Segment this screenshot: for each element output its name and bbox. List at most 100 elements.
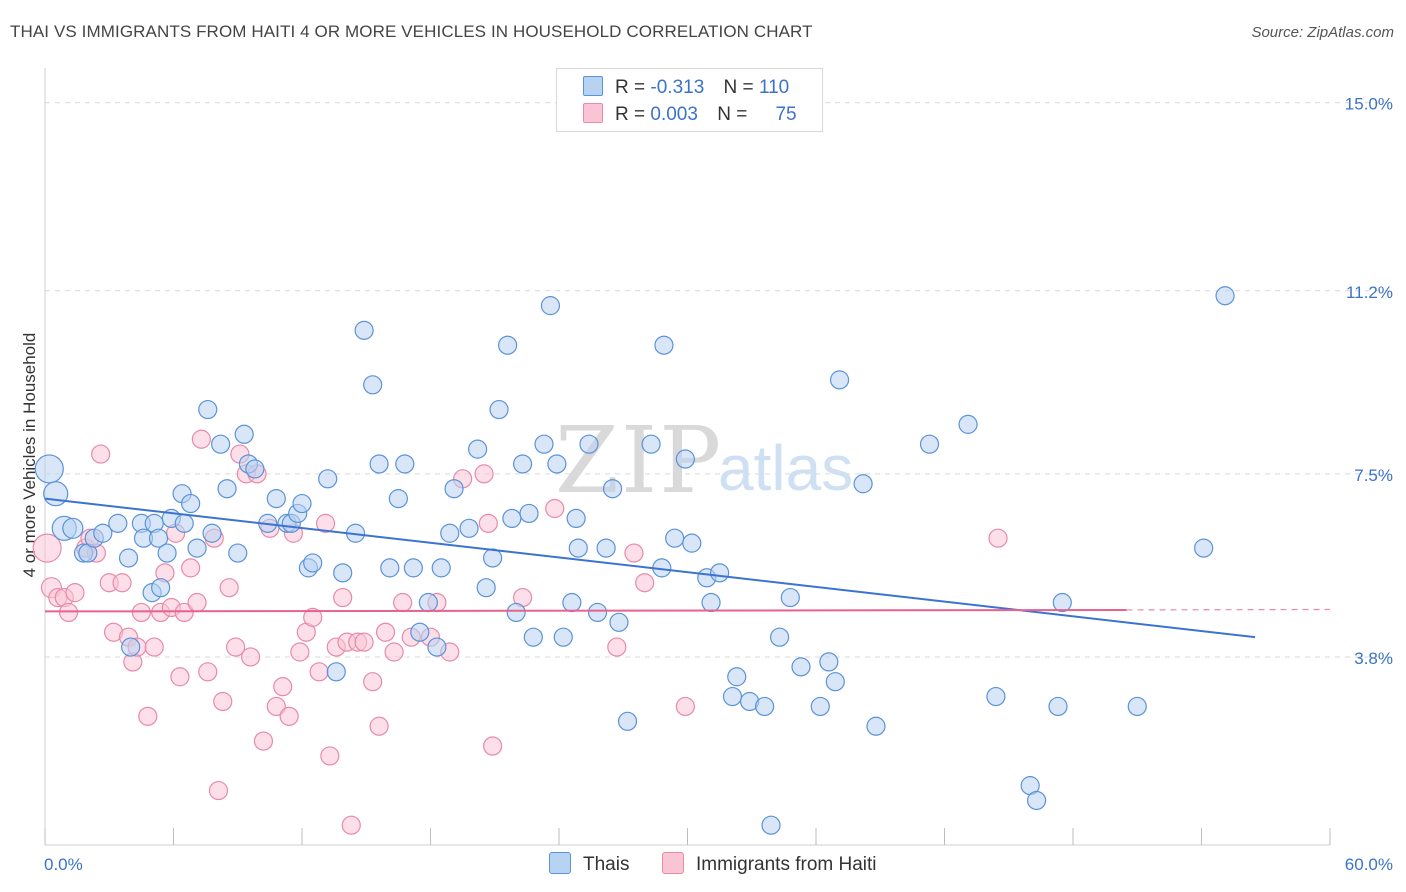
thais-point [43,481,69,507]
thais-point [596,538,616,558]
haiti-point [32,533,62,563]
haiti-point [279,706,299,726]
thais-point [519,503,539,524]
thais-point [395,454,415,474]
thais-point [459,518,479,538]
thais-legend-swatch [549,852,571,874]
thais-point [318,469,338,489]
haiti-point [474,464,494,484]
legend-item-thais[interactable]: Thais [549,852,629,876]
haiti-point [138,706,158,726]
thais-point [148,528,169,548]
thais-point [444,479,464,499]
thais-point [665,528,685,548]
source-label: Source: ZipAtlas.com [1251,24,1394,41]
thais-point [211,434,231,454]
watermark-zip: ZIP [555,407,723,514]
thais-point [292,493,312,514]
haiti-point [198,662,218,682]
haiti-point [675,696,695,717]
haiti-point [253,731,274,751]
thais-point [354,320,374,340]
thais-points [34,286,1235,835]
haiti-point [988,528,1008,548]
legend-label-thais: Thais [583,854,630,875]
haiti-point [187,592,207,613]
thais-point [410,622,430,642]
thais-point [489,399,509,420]
haiti-point [65,583,85,603]
thais-point [958,414,978,434]
thais-point [1048,696,1068,717]
thais-point [609,612,629,632]
haiti-point [208,780,229,801]
thais-point [866,716,886,736]
legend-n-label: N = [717,104,748,125]
thais-point [476,578,496,598]
legend-r-value-thais: -0.313 [650,77,705,98]
thais-point [617,711,638,731]
thais-point [761,815,781,835]
legend-n-value-thais: 110 [758,77,790,98]
haiti-point [112,573,132,593]
thais-point [547,454,567,474]
thais-point [553,627,573,647]
thais-point [266,489,286,509]
thais-point [701,592,721,613]
thais-point [234,424,254,444]
haiti-point [290,642,310,662]
thais-point [118,548,139,568]
legend-r-label: R = [615,77,646,98]
thais-point [791,657,811,677]
thais-point [62,517,84,539]
haiti-point [226,637,246,657]
thais-point [380,558,400,578]
thais-point [1052,592,1072,613]
thais-point [829,370,850,390]
legend-item-haiti[interactable]: Immigrants from Haiti [662,852,877,876]
thais-point [198,399,218,420]
thais-swatch [583,76,603,96]
thais-point [780,587,800,608]
haiti-point [144,637,164,657]
haiti-point [315,513,336,533]
thais-point [333,563,353,583]
thais-point [534,434,554,454]
thais-point [93,523,113,543]
y-tick-label: 7.5% [1354,466,1393,485]
thais-point [369,454,389,474]
haiti-point [624,543,644,563]
thais-point [919,434,940,454]
haiti-point [58,602,79,623]
haiti-point [273,677,293,697]
thais-point [151,578,171,598]
thais-point [602,479,623,499]
legend-n-label: N = [723,77,754,98]
thais-point [326,662,346,682]
thais-point [579,434,599,454]
haiti-point [341,815,361,835]
haiti-point [333,587,353,608]
haiti-point [241,647,261,667]
thais-point [502,508,522,529]
thais-point [727,667,747,687]
thais-point [722,686,743,707]
thais-point [562,592,582,613]
thais-point [187,538,207,558]
haiti-point [545,498,565,519]
thais-point [440,523,460,543]
haiti-point [91,444,111,464]
thais-point [754,696,775,717]
thais-point [641,434,661,454]
thais-point [769,627,790,647]
haiti-point [384,642,404,662]
watermark-atlas: atlas [718,432,853,504]
correlation-legend: R = -0.313 N = 110 R = 0.003 N = 75 [556,68,823,132]
haiti-point [170,667,190,687]
chart-title: THAI VS IMMIGRANTS FROM HAITI 4 OR MORE … [10,22,813,41]
thais-point [181,493,201,514]
haiti-legend-swatch [662,852,684,874]
thais-point [245,459,265,479]
thais-point [523,627,543,647]
